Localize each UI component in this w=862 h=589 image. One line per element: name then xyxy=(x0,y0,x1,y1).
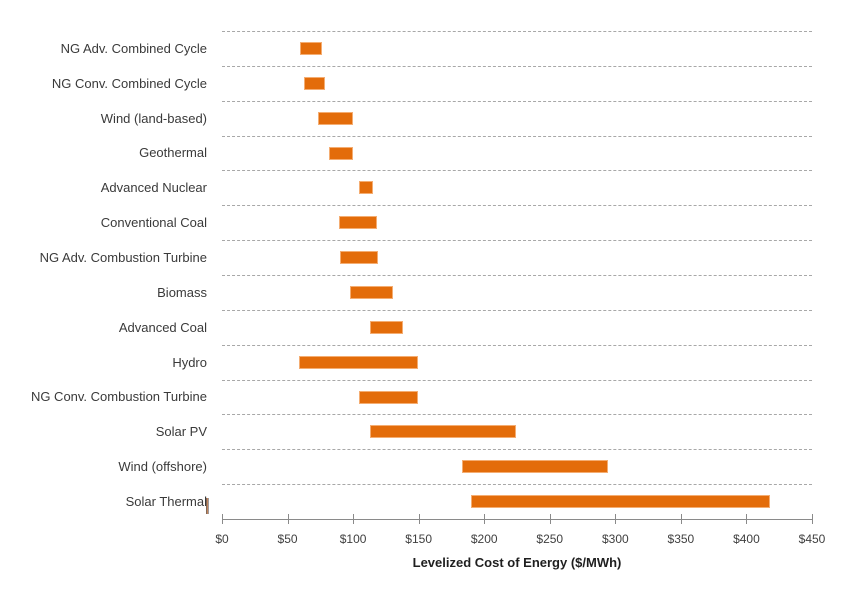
range-bar xyxy=(461,460,609,474)
plot-area xyxy=(222,31,812,520)
row-gridline xyxy=(222,309,812,311)
row-gridline xyxy=(222,344,812,346)
category-label: Wind (offshore) xyxy=(118,459,207,475)
category-label: Wind (land-based) xyxy=(100,110,207,126)
row-gridline xyxy=(222,379,812,381)
x-axis-title: Levelized Cost of Energy ($/MWh) xyxy=(412,555,622,570)
x-tick-label: $400 xyxy=(733,532,760,546)
x-axis-tick xyxy=(222,514,223,524)
row-gridline xyxy=(222,135,812,137)
x-axis-tick xyxy=(484,514,486,524)
x-axis-tick xyxy=(812,514,813,524)
x-axis-tick xyxy=(287,514,289,524)
row-gridline xyxy=(222,484,812,486)
range-bar xyxy=(318,111,353,125)
range-bar xyxy=(350,285,394,299)
category-label: Conventional Coal xyxy=(100,215,207,231)
x-tick-label: $150 xyxy=(405,532,432,546)
category-label: Solar PV xyxy=(155,424,207,440)
x-tick-label: $100 xyxy=(339,532,367,546)
range-bar xyxy=(369,320,403,334)
range-bar xyxy=(358,390,419,404)
x-tick-label: $300 xyxy=(601,532,629,546)
row-gridline xyxy=(222,275,812,276)
x-tick-label: $350 xyxy=(667,532,695,546)
range-bar xyxy=(300,41,322,55)
x-axis-tick xyxy=(680,514,682,524)
category-label: NG Adv. Combustion Turbine xyxy=(39,250,207,266)
x-tick-label: $450 xyxy=(798,532,826,546)
x-tick-label: $0 xyxy=(215,532,229,546)
category-label: Solar Thermal xyxy=(125,494,207,510)
x-axis-tick xyxy=(418,514,420,524)
x-axis-tick xyxy=(353,514,355,524)
x-axis-tick xyxy=(746,514,748,524)
row-gridline xyxy=(222,65,812,67)
category-label: NG Conv. Combined Cycle xyxy=(51,75,207,91)
row-gridline xyxy=(222,31,812,32)
category-label: Hydro xyxy=(172,354,207,370)
row-gridline xyxy=(222,205,812,207)
range-bar xyxy=(328,146,354,160)
category-label: NG Conv. Combustion Turbine xyxy=(30,389,207,405)
row-gridline xyxy=(222,170,812,172)
range-bar xyxy=(339,216,378,230)
range-bar xyxy=(471,495,770,509)
row-gridline xyxy=(222,449,812,451)
category-label: Advanced Nuclear xyxy=(100,180,207,196)
category-label: NG Adv. Combined Cycle xyxy=(60,40,207,56)
category-label: Advanced Coal xyxy=(118,319,207,335)
x-tick-label: $250 xyxy=(536,532,564,546)
category-label: Geothermal xyxy=(139,145,207,161)
category-label: Biomass xyxy=(157,284,207,300)
row-gridline xyxy=(222,240,812,242)
x-axis-tick xyxy=(549,514,551,524)
x-axis-tick xyxy=(615,514,617,524)
range-bar xyxy=(340,251,378,265)
x-tick-label: $50 xyxy=(277,532,298,546)
range-bar xyxy=(298,355,418,369)
row-gridline xyxy=(222,414,812,416)
range-bar xyxy=(358,181,374,195)
row-gridline xyxy=(222,100,812,102)
range-bar xyxy=(303,76,325,90)
category-axis-tick xyxy=(206,498,209,514)
x-tick-label: $200 xyxy=(470,532,498,546)
range-bar xyxy=(369,425,517,439)
